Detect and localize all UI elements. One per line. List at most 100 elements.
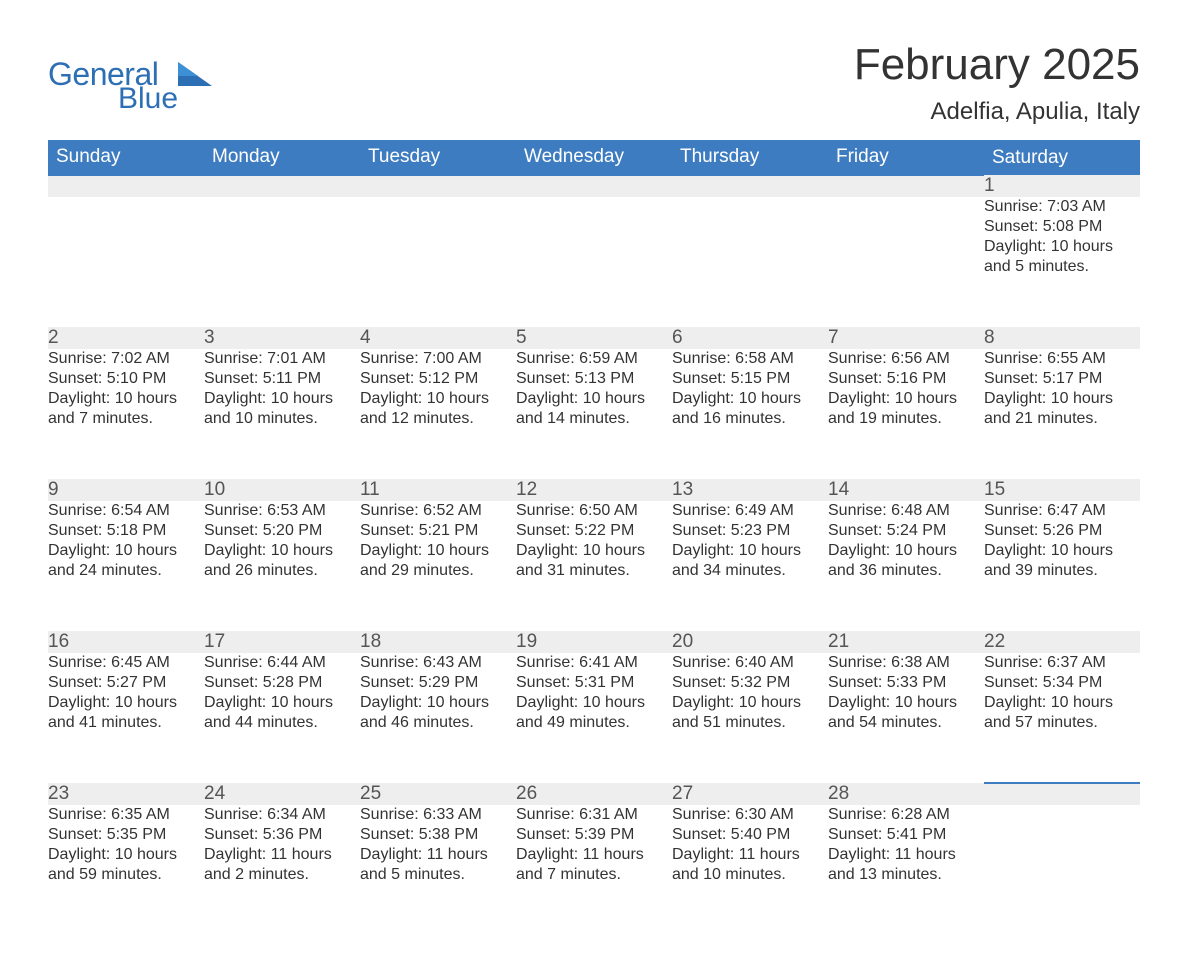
sunset-text: Sunset: 5:17 PM — [984, 369, 1140, 389]
day-number: 10 — [204, 479, 360, 501]
dl1-text: Daylight: 10 hours — [984, 389, 1140, 409]
sunrise-text: Sunrise: 6:45 AM — [48, 653, 204, 673]
dl1-text: Daylight: 10 hours — [48, 389, 204, 409]
sunset-text: Sunset: 5:41 PM — [828, 825, 984, 845]
day-number: 20 — [672, 631, 828, 653]
dl1-text: Daylight: 10 hours — [360, 541, 516, 561]
dl1-text: Daylight: 11 hours — [204, 845, 360, 865]
day-cell: Sunrise: 6:53 AMSunset: 5:20 PMDaylight:… — [204, 501, 360, 631]
day-number-empty — [48, 175, 204, 197]
dl2-text: and 31 minutes. — [516, 561, 672, 581]
sunrise-text: Sunrise: 6:37 AM — [984, 653, 1140, 673]
dl2-text: and 7 minutes. — [516, 865, 672, 885]
day-number: 21 — [828, 631, 984, 653]
week-body-row: Sunrise: 6:54 AMSunset: 5:18 PMDaylight:… — [48, 501, 1140, 631]
sunset-text: Sunset: 5:10 PM — [48, 369, 204, 389]
day-cell-empty — [672, 197, 828, 327]
sunrise-text: Sunrise: 7:00 AM — [360, 349, 516, 369]
day-cell: Sunrise: 6:38 AMSunset: 5:33 PMDaylight:… — [828, 653, 984, 783]
dl2-text: and 39 minutes. — [984, 561, 1140, 581]
sunrise-text: Sunrise: 6:50 AM — [516, 501, 672, 521]
page-title: February 2025 — [854, 40, 1140, 90]
day-cell: Sunrise: 6:28 AMSunset: 5:41 PMDaylight:… — [828, 805, 984, 935]
dl1-text: Daylight: 10 hours — [204, 693, 360, 713]
sunset-text: Sunset: 5:22 PM — [516, 521, 672, 541]
day-number: 13 — [672, 479, 828, 501]
day-number: 22 — [984, 631, 1140, 653]
sunrise-text: Sunrise: 6:28 AM — [828, 805, 984, 825]
sunset-text: Sunset: 5:36 PM — [204, 825, 360, 845]
week-daynum-row: 2345678 — [48, 327, 1140, 349]
day-cell: Sunrise: 6:41 AMSunset: 5:31 PMDaylight:… — [516, 653, 672, 783]
sunrise-text: Sunrise: 7:02 AM — [48, 349, 204, 369]
sunset-text: Sunset: 5:33 PM — [828, 673, 984, 693]
dl2-text: and 21 minutes. — [984, 409, 1140, 429]
dl1-text: Daylight: 10 hours — [48, 693, 204, 713]
day-number: 11 — [360, 479, 516, 501]
sunset-text: Sunset: 5:21 PM — [360, 521, 516, 541]
dl2-text: and 2 minutes. — [204, 865, 360, 885]
sunset-text: Sunset: 5:39 PM — [516, 825, 672, 845]
day-cell: Sunrise: 6:48 AMSunset: 5:24 PMDaylight:… — [828, 501, 984, 631]
day-cell-empty — [828, 197, 984, 327]
title-block: February 2025 Adelfia, Apulia, Italy — [854, 40, 1140, 126]
day-number: 12 — [516, 479, 672, 501]
sunrise-text: Sunrise: 6:43 AM — [360, 653, 516, 673]
calendar-table: SundayMondayTuesdayWednesdayThursdayFrid… — [48, 140, 1140, 935]
dl1-text: Daylight: 10 hours — [204, 389, 360, 409]
day-cell: Sunrise: 6:49 AMSunset: 5:23 PMDaylight:… — [672, 501, 828, 631]
dl1-text: Daylight: 11 hours — [672, 845, 828, 865]
dl1-text: Daylight: 10 hours — [984, 237, 1140, 257]
day-cell: Sunrise: 6:45 AMSunset: 5:27 PMDaylight:… — [48, 653, 204, 783]
day-number: 17 — [204, 631, 360, 653]
day-cell: Sunrise: 7:00 AMSunset: 5:12 PMDaylight:… — [360, 349, 516, 479]
day-cell: Sunrise: 6:33 AMSunset: 5:38 PMDaylight:… — [360, 805, 516, 935]
day-cell: Sunrise: 6:44 AMSunset: 5:28 PMDaylight:… — [204, 653, 360, 783]
sunrise-text: Sunrise: 6:35 AM — [48, 805, 204, 825]
day-cell-empty — [48, 197, 204, 327]
dl2-text: and 26 minutes. — [204, 561, 360, 581]
day-cell: Sunrise: 6:31 AMSunset: 5:39 PMDaylight:… — [516, 805, 672, 935]
dl1-text: Daylight: 10 hours — [672, 541, 828, 561]
day-header: Sunday — [48, 140, 204, 175]
day-number: 27 — [672, 783, 828, 805]
dl2-text: and 34 minutes. — [672, 561, 828, 581]
sunset-text: Sunset: 5:40 PM — [672, 825, 828, 845]
dl2-text: and 14 minutes. — [516, 409, 672, 429]
day-cell: Sunrise: 7:02 AMSunset: 5:10 PMDaylight:… — [48, 349, 204, 479]
day-cell: Sunrise: 6:58 AMSunset: 5:15 PMDaylight:… — [672, 349, 828, 479]
dl2-text: and 10 minutes. — [204, 409, 360, 429]
day-cell: Sunrise: 6:43 AMSunset: 5:29 PMDaylight:… — [360, 653, 516, 783]
sunset-text: Sunset: 5:32 PM — [672, 673, 828, 693]
sunset-text: Sunset: 5:16 PM — [828, 369, 984, 389]
sunrise-text: Sunrise: 7:03 AM — [984, 197, 1140, 217]
dl2-text: and 59 minutes. — [48, 865, 204, 885]
day-number-empty — [828, 175, 984, 197]
dl1-text: Daylight: 10 hours — [516, 389, 672, 409]
day-number: 26 — [516, 783, 672, 805]
dl2-text: and 46 minutes. — [360, 713, 516, 733]
sunset-text: Sunset: 5:12 PM — [360, 369, 516, 389]
week-body-row: Sunrise: 6:35 AMSunset: 5:35 PMDaylight:… — [48, 805, 1140, 935]
day-cell-empty — [984, 805, 1140, 935]
sunrise-text: Sunrise: 6:33 AM — [360, 805, 516, 825]
day-number: 24 — [204, 783, 360, 805]
day-number: 2 — [48, 327, 204, 349]
sunset-text: Sunset: 5:26 PM — [984, 521, 1140, 541]
dl2-text: and 54 minutes. — [828, 713, 984, 733]
sunrise-text: Sunrise: 6:58 AM — [672, 349, 828, 369]
day-header: Thursday — [672, 140, 828, 175]
day-header: Tuesday — [360, 140, 516, 175]
sunset-text: Sunset: 5:20 PM — [204, 521, 360, 541]
sunrise-text: Sunrise: 6:34 AM — [204, 805, 360, 825]
day-number: 9 — [48, 479, 204, 501]
day-cell: Sunrise: 6:30 AMSunset: 5:40 PMDaylight:… — [672, 805, 828, 935]
sunrise-text: Sunrise: 6:55 AM — [984, 349, 1140, 369]
dl1-text: Daylight: 10 hours — [204, 541, 360, 561]
day-header: Monday — [204, 140, 360, 175]
day-header: Wednesday — [516, 140, 672, 175]
sunset-text: Sunset: 5:18 PM — [48, 521, 204, 541]
sunrise-text: Sunrise: 6:41 AM — [516, 653, 672, 673]
sunrise-text: Sunrise: 6:52 AM — [360, 501, 516, 521]
sunrise-text: Sunrise: 6:44 AM — [204, 653, 360, 673]
